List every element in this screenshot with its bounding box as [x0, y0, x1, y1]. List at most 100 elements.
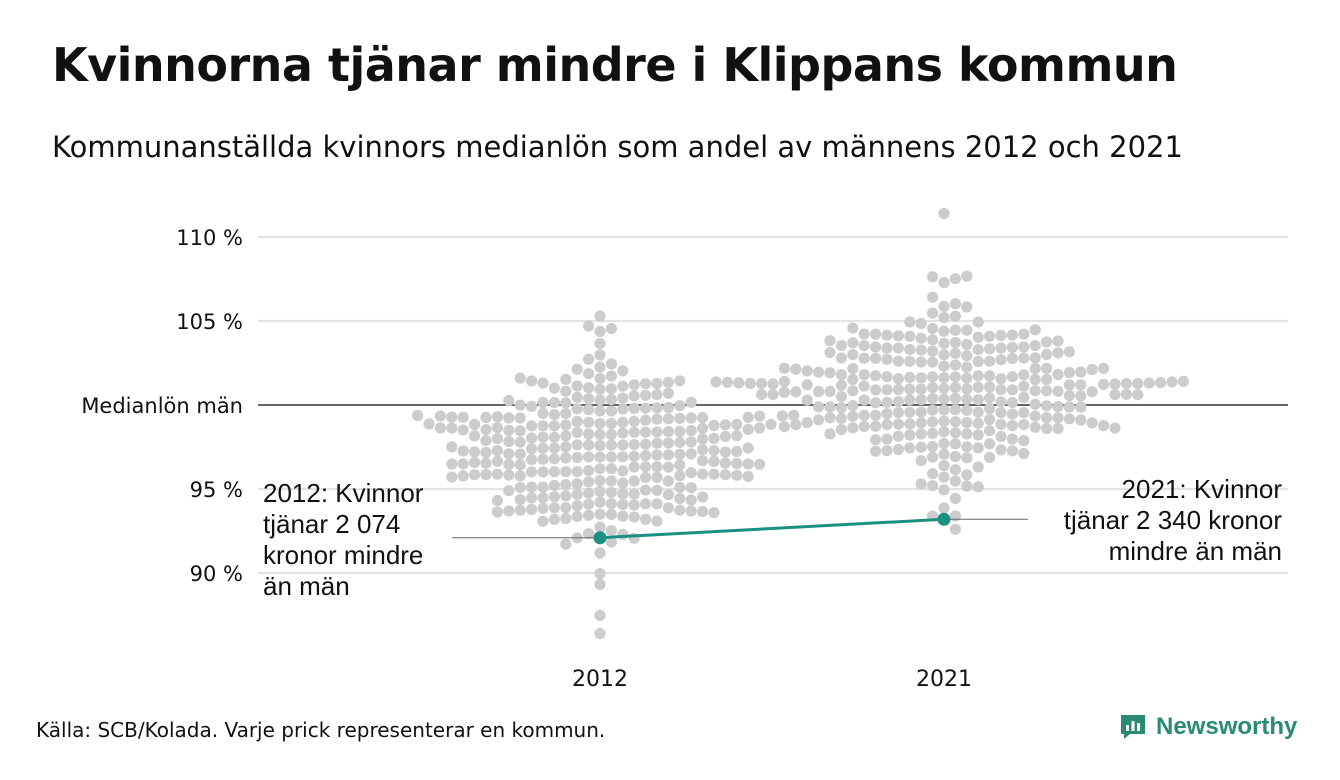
municipality-dot: [537, 407, 549, 419]
municipality-dot: [434, 422, 446, 434]
municipality-dot: [548, 513, 561, 526]
municipality-dot: [892, 383, 905, 396]
municipality-dot: [949, 427, 962, 439]
municipality-dot: [1018, 391, 1030, 404]
municipality-dot: [628, 461, 640, 473]
municipality-dot: [640, 438, 652, 450]
municipality-dot: [469, 456, 481, 469]
municipality-dot: [870, 341, 882, 353]
municipality-dot: [491, 506, 503, 518]
municipality-dot: [537, 492, 549, 504]
municipality-dot: [537, 377, 549, 389]
municipality-dot: [938, 438, 950, 450]
municipality-dot: [972, 394, 984, 406]
annotation-2021: 2021: Kvinnor tjänar 2 340 kronor mindre…: [1063, 474, 1282, 566]
municipality-dot: [938, 349, 950, 361]
municipality-dot: [881, 384, 893, 396]
municipality-dot: [605, 498, 618, 510]
municipality-dot: [548, 420, 561, 432]
municipality-dot: [904, 442, 916, 454]
municipality-dot: [594, 373, 606, 385]
municipality-dot: [651, 413, 663, 425]
municipality-dot: [651, 449, 663, 461]
municipality-dot: [1052, 368, 1064, 381]
municipality-dot: [731, 418, 743, 431]
municipality-dot: [1143, 377, 1155, 389]
municipality-dot: [651, 402, 663, 414]
municipality-dot: [514, 436, 526, 448]
municipality-dot: [1041, 362, 1053, 374]
municipality-dot: [605, 323, 618, 335]
municipality-dot: [847, 410, 859, 422]
municipality-dot: [801, 394, 813, 406]
municipality-dot: [685, 425, 697, 437]
municipality-dot: [1029, 324, 1041, 336]
municipality-dot: [583, 487, 595, 499]
municipality-dot: [847, 385, 859, 397]
municipality-dot: [949, 475, 962, 487]
municipality-dot: [594, 451, 606, 463]
municipality-dot: [617, 477, 629, 489]
municipality-dot: [537, 453, 549, 465]
municipality-dot: [651, 515, 663, 527]
municipality-dot: [662, 475, 675, 487]
municipality-dot: [628, 475, 640, 487]
municipality-dot: [1075, 401, 1087, 413]
municipality-dot: [640, 471, 652, 483]
brand-logo[interactable]: Newsworthy: [1118, 712, 1297, 742]
municipality-dot: [984, 438, 996, 450]
municipality-dot: [972, 461, 984, 473]
municipality-dot: [1052, 401, 1064, 413]
municipality-dot: [927, 271, 939, 283]
municipality-dot: [605, 536, 618, 548]
municipality-dot: [674, 436, 686, 448]
municipality-dot: [1086, 417, 1098, 429]
grid-lines: [258, 235, 1288, 575]
municipality-dot: [526, 503, 538, 515]
municipality-dot: [754, 410, 766, 422]
municipality-dot: [548, 466, 561, 478]
municipality-dot: [662, 387, 675, 399]
municipality-dot: [835, 352, 848, 364]
municipality-dot: [1006, 352, 1019, 365]
municipality-dot: [526, 375, 538, 387]
municipality-dot: [640, 389, 652, 401]
municipality-dot: [927, 323, 939, 335]
municipality-dot: [744, 377, 756, 389]
municipality-dot: [537, 420, 549, 432]
municipality-dot: [1018, 419, 1030, 431]
municipality-dot: [560, 452, 572, 464]
municipality-dot: [1177, 375, 1189, 387]
municipality-dot: [892, 330, 905, 342]
municipality-dot: [961, 441, 973, 453]
municipality-dot: [685, 436, 697, 448]
municipality-dot: [674, 504, 686, 516]
municipality-dot: [790, 363, 802, 375]
municipality-dot: [537, 502, 549, 514]
municipality-dot: [1006, 408, 1019, 420]
municipality-dot: [651, 498, 663, 510]
municipality-dot: [927, 291, 939, 303]
municipality-dot: [801, 365, 813, 377]
municipality-dot: [548, 491, 561, 503]
municipality-dot: [628, 415, 640, 427]
municipality-dot: [1155, 377, 1167, 389]
municipality-dot: [548, 409, 561, 421]
municipality-dot: [503, 505, 515, 517]
municipality-dot: [640, 402, 652, 414]
municipality-dot: [938, 372, 950, 384]
municipality-dot: [961, 469, 973, 481]
municipality-dot: [571, 500, 583, 512]
municipality-dot: [594, 338, 606, 350]
municipality-dot: [469, 430, 481, 442]
municipality-dot: [594, 578, 606, 591]
municipality-dot: [640, 450, 652, 462]
municipality-dot: [662, 413, 675, 425]
municipality-dot: [617, 427, 629, 439]
municipality-dot: [480, 457, 492, 469]
municipality-dot: [995, 329, 1007, 341]
municipality-dot: [674, 493, 686, 505]
municipality-dot: [1052, 423, 1064, 435]
municipality-dot: [1120, 378, 1132, 390]
municipality-dot: [514, 470, 526, 482]
